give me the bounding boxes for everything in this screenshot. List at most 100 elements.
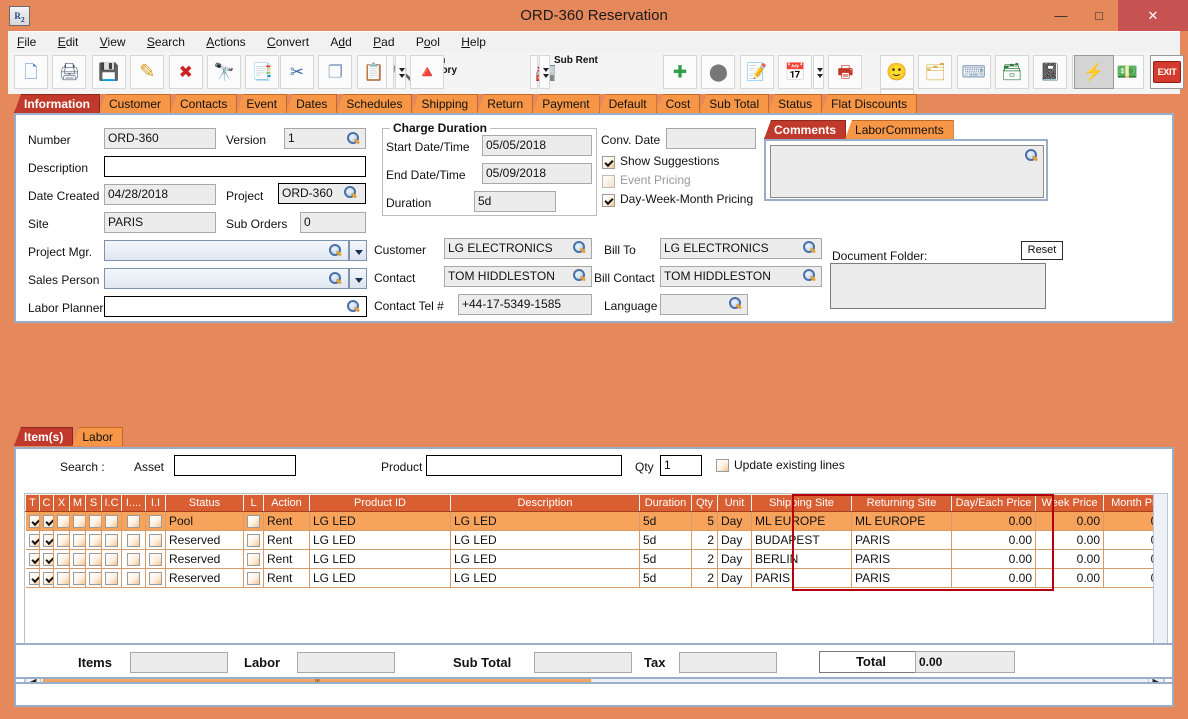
project-mgr-field[interactable] (104, 240, 349, 261)
delete-icon[interactable]: ✖ (168, 55, 203, 89)
row-checkbox-ii[interactable] (149, 534, 162, 547)
cell-m[interactable] (69, 549, 86, 569)
row-checkbox-s[interactable] (89, 572, 101, 585)
cell-returning_site[interactable]: ML EUROPE (851, 511, 952, 531)
customer-field[interactable]: LG ELECTRONICS (444, 238, 592, 259)
contact-search-icon[interactable] (572, 268, 587, 283)
cell-ii[interactable] (145, 530, 166, 550)
cell-qty[interactable]: 2 (691, 530, 718, 550)
row-checkbox-c[interactable] (43, 572, 53, 585)
tab-comments[interactable]: Comments (764, 120, 847, 139)
end-date-field[interactable]: 05/09/2018 (482, 163, 592, 184)
cell-c[interactable] (39, 511, 54, 531)
row-checkbox-m[interactable] (73, 553, 85, 566)
cell-shipping_site[interactable]: PARIS (751, 568, 852, 588)
qty-input[interactable]: 1 (660, 455, 702, 476)
row-checkbox-ii[interactable] (149, 553, 162, 566)
contact-tel-field[interactable]: +44-17-5349-1585 (458, 294, 592, 315)
show-suggestions-checkbox[interactable] (602, 156, 615, 169)
cell-status[interactable]: Reserved (165, 549, 244, 569)
new-document-icon[interactable]: 🗋 (14, 55, 48, 89)
col-I[interactable]: I.... (121, 494, 146, 512)
cell-action[interactable]: Rent (263, 511, 310, 531)
row-checkbox-x[interactable] (57, 534, 69, 547)
keyboard-icon[interactable]: ⌨ (956, 55, 991, 89)
cell-x[interactable] (53, 511, 70, 531)
number-field[interactable]: ORD-360 (104, 128, 216, 149)
cell-day_price[interactable]: 0.00 (951, 530, 1036, 550)
event-pricing-checkbox[interactable] (602, 175, 615, 188)
labor-planner-field[interactable] (104, 296, 367, 317)
table-row[interactable]: Reserved Rent LG LED LG LED 5d 2 Day BERLIN PARI… (25, 549, 1164, 569)
row-checkbox-ic[interactable] (105, 534, 118, 547)
cell-shipping_site[interactable]: BERLIN (751, 549, 852, 569)
col-status[interactable]: Status (165, 494, 244, 512)
tab-return[interactable]: Return (477, 94, 534, 113)
calendar-icon[interactable]: 📅 (778, 55, 813, 89)
col-day-price[interactable]: Day/Each Price (951, 494, 1036, 512)
cell-status[interactable]: Reserved (165, 530, 244, 550)
cell-action[interactable]: Rent (263, 549, 310, 569)
col-IC[interactable]: I.C (101, 494, 122, 512)
col-duration[interactable]: Duration (639, 494, 692, 512)
col-X[interactable]: X (53, 494, 70, 512)
minimize-button[interactable]: — (1042, 0, 1080, 31)
notes-edit-icon[interactable]: 📝 (739, 55, 774, 89)
row-checkbox-ii[interactable] (149, 515, 162, 528)
total-button[interactable]: Total (819, 651, 923, 673)
cell-i[interactable] (121, 511, 146, 531)
reset-button[interactable]: Reset (1021, 241, 1063, 260)
duration-field[interactable]: 5d (474, 191, 556, 212)
row-checkbox-t[interactable] (28, 534, 39, 547)
row-checkbox-l[interactable] (247, 515, 260, 528)
tab-labor[interactable]: Labor (72, 427, 124, 446)
menu-edit[interactable]: Edit (57, 35, 79, 49)
tab-shipping[interactable]: Shipping (411, 94, 479, 113)
cell-ic[interactable] (101, 530, 122, 550)
cell-qty[interactable]: 2 (691, 568, 718, 588)
menu-file[interactable]: FFileile (17, 35, 37, 49)
row-checkbox-l[interactable] (247, 534, 260, 547)
folder-clock-icon[interactable]: 🗂 (918, 55, 953, 89)
cell-week_price[interactable]: 0.00 (1035, 511, 1104, 531)
cell-status[interactable]: Reserved (165, 568, 244, 588)
project-mgr-dropdown[interactable] (349, 240, 367, 261)
row-checkbox-x[interactable] (57, 515, 69, 528)
cell-week_price[interactable]: 0.00 (1035, 530, 1104, 550)
tab-schedules[interactable]: Schedules (336, 94, 413, 113)
col-M[interactable]: M (69, 494, 86, 512)
cell-s[interactable] (85, 511, 102, 531)
cell-unit[interactable]: Day (717, 530, 752, 550)
col-returning-site[interactable]: Returning Site (851, 494, 952, 512)
row-checkbox-ii[interactable] (149, 572, 162, 585)
row-checkbox-i[interactable] (127, 572, 140, 585)
row-checkbox-l[interactable] (247, 553, 260, 566)
cell-m[interactable] (69, 530, 86, 550)
smiley-icon[interactable]: 🙂 (880, 55, 914, 89)
database-icon[interactable]: 🗃 (995, 55, 1030, 89)
cell-x[interactable] (53, 549, 70, 569)
search-inventory-dropdown[interactable] (395, 55, 406, 89)
cell-unit[interactable]: Day (717, 511, 752, 531)
tab-information[interactable]: Information (14, 94, 100, 113)
col-month-price[interactable]: Month Price (1103, 494, 1164, 512)
cell-t[interactable] (25, 511, 40, 531)
row-checkbox-m[interactable] (73, 572, 85, 585)
tab-items[interactable]: Item(s) (14, 427, 74, 446)
paste-icon[interactable]: 📋 (356, 55, 391, 89)
cell-day_price[interactable]: 0.00 (951, 549, 1036, 569)
cell-s[interactable] (85, 530, 102, 550)
day-week-month-checkbox[interactable] (602, 194, 615, 207)
language-field[interactable] (660, 294, 748, 315)
print-icon[interactable]: 🖨 (52, 55, 87, 89)
menu-view[interactable]: View (99, 35, 126, 49)
cell-description[interactable]: LG LED (450, 568, 640, 588)
cell-product_id[interactable]: LG LED (309, 511, 451, 531)
row-checkbox-t[interactable] (28, 553, 39, 566)
cell-description[interactable]: LG LED (450, 511, 640, 531)
search-inventory-button[interactable]: 🔍 Search Inventory (386, 55, 457, 89)
comments-textarea[interactable] (770, 145, 1044, 198)
exit-button[interactable]: EXIT (1150, 55, 1184, 89)
menu-search[interactable]: Search (146, 35, 185, 49)
cell-l[interactable] (243, 511, 264, 531)
